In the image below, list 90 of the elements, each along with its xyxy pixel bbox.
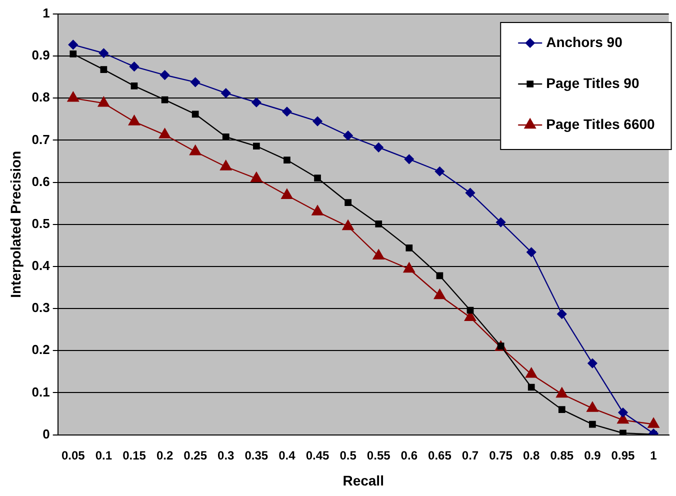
- point: [374, 142, 384, 152]
- point: [343, 130, 353, 140]
- x-tick-label: 0.55: [366, 448, 391, 462]
- point: [68, 40, 78, 50]
- point: [252, 98, 262, 108]
- point: [588, 358, 598, 368]
- point: [220, 160, 232, 170]
- point: [282, 106, 292, 116]
- point: [190, 77, 200, 87]
- y-axis-title: Interpolated Precision: [7, 150, 24, 298]
- point: [284, 156, 290, 164]
- point: [221, 88, 231, 98]
- x-tick-label: 1: [650, 448, 658, 462]
- legend-label: Anchors 90: [546, 34, 623, 50]
- point: [250, 172, 262, 182]
- y-tick-label: 0: [42, 426, 50, 442]
- x-tick-label: 0.45: [306, 448, 330, 462]
- x-tick-label: 0.85: [550, 448, 574, 462]
- x-tick-label: 0.6: [400, 448, 418, 462]
- x-tick-label: 0.25: [184, 448, 208, 462]
- point: [129, 62, 140, 72]
- x-tick-label: 0.95: [611, 448, 635, 462]
- y-tick-label: 0.7: [32, 132, 50, 147]
- point: [100, 66, 108, 73]
- x-tick-label: 0.5: [340, 448, 357, 462]
- x-tick-label: 0.7: [462, 448, 479, 462]
- point: [466, 306, 474, 314]
- y-tick-label: 0.5: [32, 216, 50, 231]
- point: [192, 110, 199, 118]
- point: [98, 96, 110, 107]
- y-tick-label: 0.3: [32, 300, 50, 316]
- y-tick-label: 0.8: [32, 90, 50, 105]
- point: [344, 199, 352, 206]
- point: [465, 188, 476, 198]
- y-tick-label: 1: [42, 6, 50, 21]
- y-tick-label: 0.6: [32, 174, 50, 189]
- point: [557, 309, 567, 319]
- x-tick-label: 0.75: [489, 448, 513, 462]
- point: [281, 188, 293, 199]
- point: [67, 92, 79, 102]
- point: [161, 96, 168, 104]
- point: [558, 406, 566, 413]
- y-tick-label: 0.4: [32, 258, 51, 274]
- point: [160, 70, 170, 80]
- point: [372, 249, 384, 260]
- point: [526, 368, 538, 378]
- x-axis-title: Recall: [342, 472, 384, 488]
- point: [434, 166, 444, 176]
- point: [158, 128, 171, 138]
- x-tick-label: 0.35: [244, 448, 268, 462]
- point: [70, 50, 77, 58]
- point: [312, 116, 322, 126]
- x-tick-label: 0.05: [61, 448, 86, 462]
- point: [620, 430, 626, 435]
- legend-label: Page Titles 90: [546, 74, 640, 91]
- x-tick-label: 0.3: [218, 448, 235, 462]
- legend-label: Page Titles 6600: [546, 116, 656, 132]
- point: [586, 402, 598, 412]
- point: [526, 247, 536, 257]
- point: [496, 217, 506, 228]
- point: [618, 408, 628, 418]
- point: [403, 262, 415, 273]
- x-tick-label: 0.4: [278, 448, 296, 462]
- y-tick-label: 0.2: [32, 342, 50, 358]
- point: [222, 133, 230, 140]
- x-tick-label: 0.2: [156, 448, 174, 462]
- point: [556, 387, 568, 398]
- point: [342, 220, 354, 230]
- y-tick-label: 0.1: [32, 384, 50, 400]
- y-tick-label: 0.9: [32, 48, 50, 63]
- point: [406, 244, 413, 252]
- point: [648, 418, 660, 428]
- point: [252, 142, 260, 150]
- point: [314, 174, 321, 182]
- point: [128, 115, 140, 126]
- point: [190, 145, 202, 156]
- point: [98, 48, 108, 58]
- point: [130, 82, 138, 90]
- x-tick-label: 0.1: [95, 448, 112, 462]
- point: [589, 420, 596, 428]
- x-tick-label: 0.15: [122, 448, 146, 462]
- x-tick-label: 0.65: [428, 448, 452, 462]
- x-tick-label: 0.9: [584, 448, 602, 462]
- point: [434, 288, 446, 300]
- x-tick-label: 0.8: [522, 448, 540, 462]
- point: [436, 272, 444, 280]
- point: [312, 205, 324, 216]
- point: [375, 220, 382, 228]
- point: [528, 384, 535, 391]
- point: [404, 154, 414, 164]
